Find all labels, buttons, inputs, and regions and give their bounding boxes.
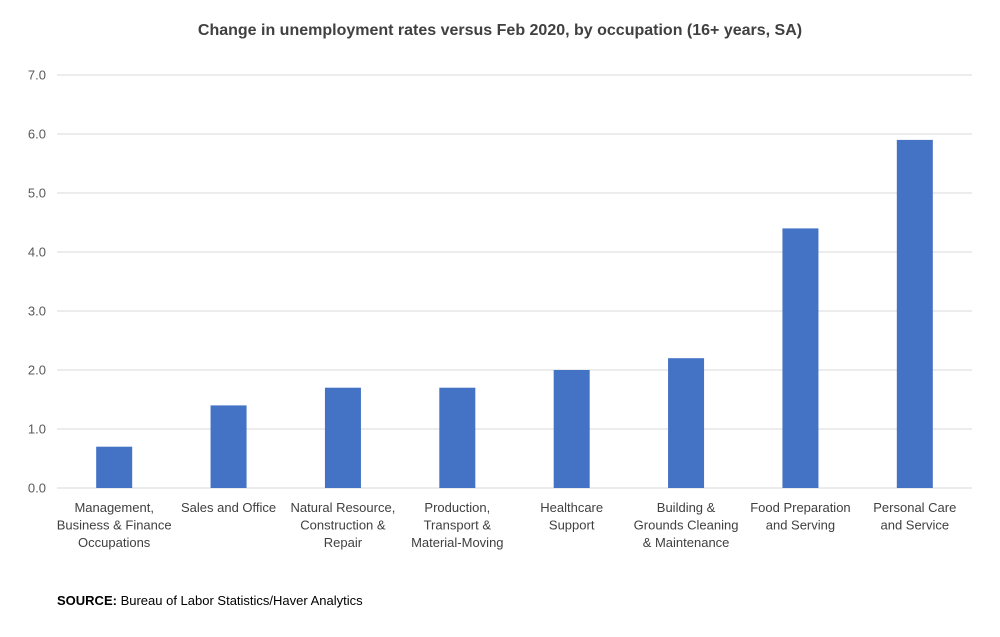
x-category-label-line: Production, [424, 500, 490, 515]
x-category-label-line: Management, [74, 500, 154, 515]
x-category-label: Production, Transport & Material-Moving [411, 500, 503, 550]
x-category-label-line: and Serving [766, 518, 835, 533]
bar [668, 358, 705, 488]
x-category-label-line: Construction & [300, 518, 386, 533]
y-tick-label: 0.0 [28, 481, 46, 496]
bar [96, 446, 133, 488]
bar [439, 387, 476, 488]
chart-title: Change in unemployment rates versus Feb … [197, 22, 803, 39]
x-category-label: Building & Grounds Cleaning & Maintenance [634, 500, 739, 550]
x-category-label-line: Support [549, 518, 595, 533]
y-tick-label: 2.0 [28, 363, 46, 378]
bar [210, 405, 247, 488]
gridlines [57, 74, 972, 489]
y-tick-label: 7.0 [28, 68, 46, 83]
x-category-label: Food Preparation and Serving [750, 500, 850, 533]
x-category-label-line: Transport & [424, 518, 492, 533]
y-tick-label: 5.0 [28, 186, 46, 201]
x-category-label-line: Food Preparation [750, 500, 850, 515]
x-category-label-line: Sales and Office [181, 500, 276, 515]
x-category-label-line: and Service [880, 518, 949, 533]
x-category-label: Personal Care and Service [873, 500, 956, 533]
y-tick-label: 6.0 [28, 127, 46, 142]
x-category-label-line: Personal Care [873, 500, 956, 515]
x-axis-category-labels: Management, Business & Finance Occupations… [57, 500, 957, 550]
x-category-label-line: Natural Resource, [291, 500, 396, 515]
x-category-label: Healthcare Support [540, 500, 603, 533]
bar [782, 228, 819, 488]
x-category-label: Management, Business & Finance Occupations [57, 500, 172, 550]
bar [553, 370, 590, 488]
bars [96, 139, 933, 488]
bar [324, 387, 361, 488]
y-axis-tick-labels: 0.0 1.0 2.0 3.0 4.0 5.0 6.0 7.0 [28, 68, 46, 496]
x-category-label-line: & Maintenance [643, 535, 730, 550]
x-category-label: Natural Resource, Construction & Repair [291, 500, 396, 550]
y-tick-label: 3.0 [28, 304, 46, 319]
x-category-label-line: Repair [324, 535, 363, 550]
x-category-label-line: Business & Finance [57, 518, 172, 533]
x-category-label-line: Material-Moving [411, 535, 503, 550]
x-category-label: Sales and Office [181, 500, 276, 515]
source-text: Bureau of Labor Statistics/Haver Analyti… [116, 593, 363, 608]
x-category-label-line: Healthcare [540, 500, 603, 515]
y-tick-label: 1.0 [28, 422, 46, 437]
x-category-label-line: Building & [657, 500, 716, 515]
y-tick-label: 4.0 [28, 245, 46, 260]
source-note: SOURCE: Bureau of Labor Statistics/Haver… [57, 593, 363, 608]
x-category-label-line: Grounds Cleaning [634, 518, 739, 533]
source-label: SOURCE: [57, 593, 117, 608]
bar [896, 139, 933, 488]
x-category-label-line: Occupations [78, 535, 151, 550]
